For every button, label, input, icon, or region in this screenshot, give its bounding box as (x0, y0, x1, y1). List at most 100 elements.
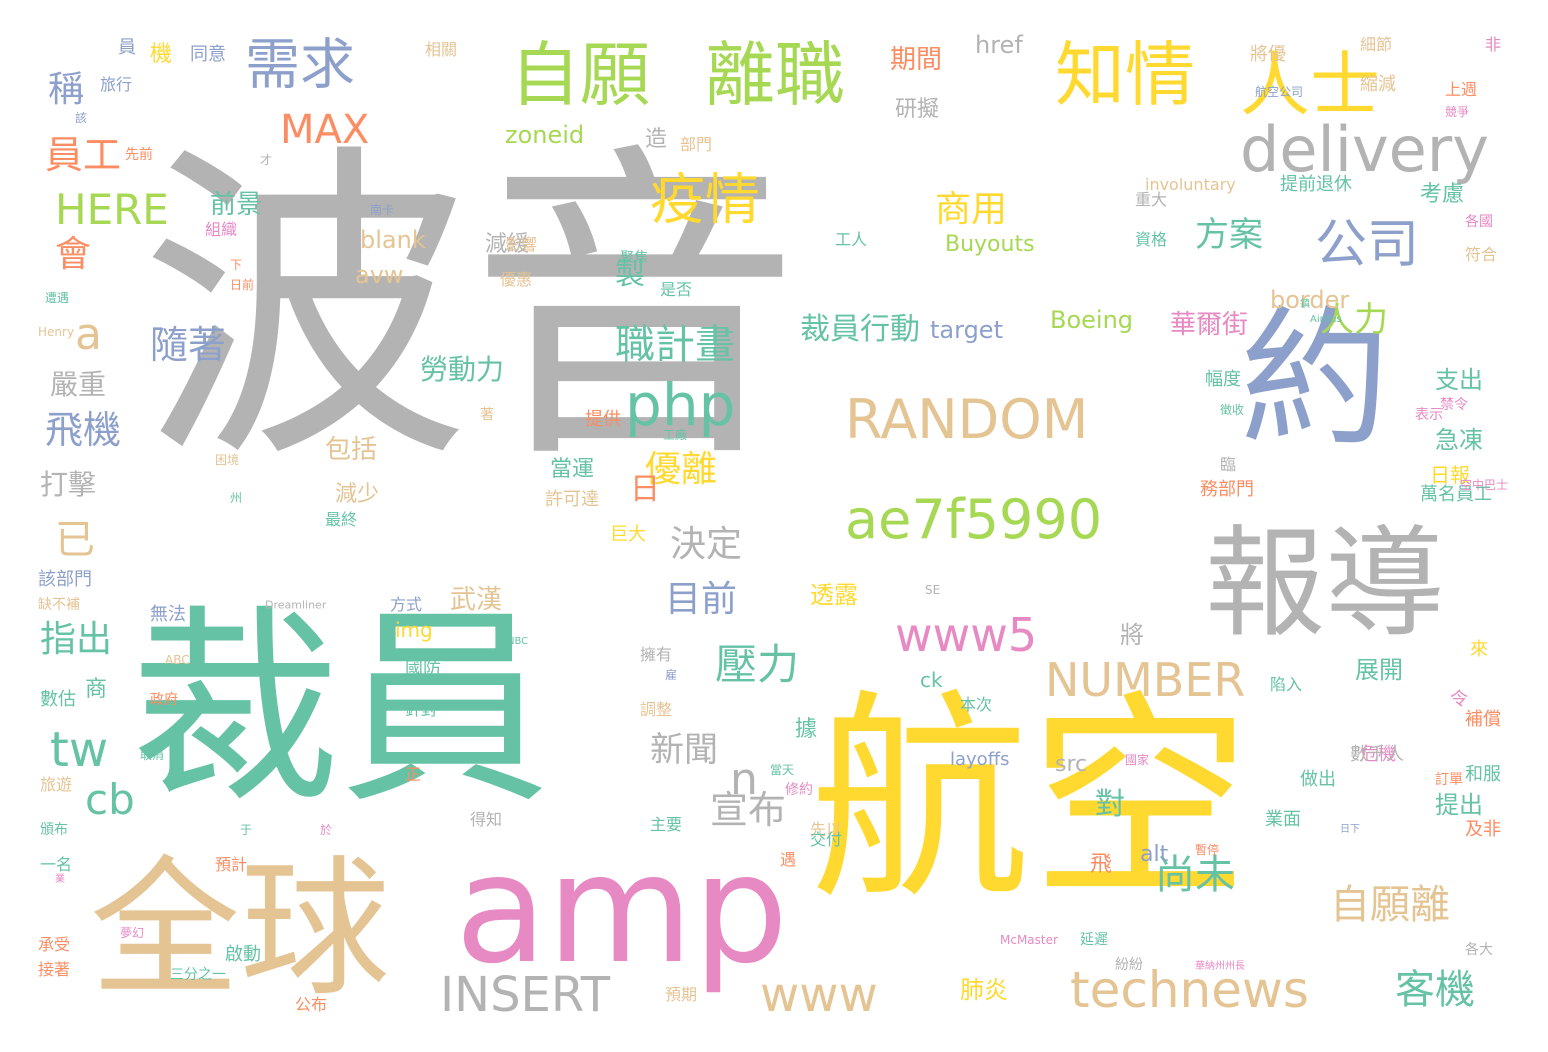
word: 嚴重 (50, 368, 107, 401)
word: 將 (1120, 621, 1144, 649)
word: 令 (1450, 689, 1468, 710)
word: involuntary (1145, 175, 1236, 194)
word: 調整 (640, 700, 673, 719)
word: 日前 (230, 278, 255, 292)
word: 表示 (1415, 407, 1443, 423)
word: 於 (320, 823, 333, 837)
word: 部門 (680, 135, 713, 154)
word: 南卡 (370, 203, 395, 217)
word: 針對 (405, 700, 438, 719)
word: 及非 (1465, 819, 1501, 840)
word: blank (360, 226, 426, 254)
word: 透露 (810, 581, 858, 609)
word: 航空 (810, 672, 1251, 928)
word: 約 (1240, 293, 1391, 467)
word: 日下 (1340, 824, 1360, 835)
word: RANDOM (845, 388, 1089, 451)
word: 考慮 (1420, 182, 1465, 207)
word: 遭遇 (45, 291, 70, 305)
word: 公布 (295, 995, 328, 1014)
word: 人力 (1320, 300, 1388, 340)
word: 知情 (1055, 34, 1195, 116)
word: 稱 (48, 69, 85, 110)
word: 當運 (550, 457, 595, 482)
word: 訂單 (1435, 772, 1463, 788)
word: 勞動力 (420, 353, 505, 386)
word: Dreamliner (265, 598, 327, 612)
word: McMaster (1000, 933, 1058, 947)
word: 業 (55, 874, 65, 885)
word: 國防 (405, 659, 441, 680)
word: 提出 (1435, 791, 1483, 819)
word: 和服 (1465, 764, 1501, 785)
word: 飛 (1090, 852, 1113, 877)
word: 日報 (1430, 463, 1470, 487)
word: 據 (795, 717, 818, 742)
word: 對 (1095, 787, 1125, 822)
word: 三分之一 (170, 967, 226, 983)
word: 影響 (505, 235, 538, 254)
word: technews (1070, 961, 1309, 1019)
word: 製 (615, 257, 645, 292)
word: CNBC (500, 636, 529, 647)
word: 本次 (960, 695, 993, 714)
word: 臨 (1220, 455, 1237, 474)
word: 方式 (390, 595, 423, 614)
word: 壓力 (715, 640, 800, 689)
word: 正 (405, 765, 422, 784)
word: Buyouts (945, 232, 1035, 257)
word: 前景 (210, 190, 263, 220)
word: 鎮 (1300, 299, 1310, 310)
word: 競爭 (1445, 105, 1470, 119)
word: 一名 (40, 855, 73, 874)
word: 才 (260, 153, 273, 167)
word: SE (925, 583, 941, 597)
word: 工人 (835, 230, 868, 249)
word: 造 (645, 127, 668, 152)
word: 夢幻 (120, 926, 145, 940)
word: 已 (55, 517, 95, 563)
word: 研擬 (895, 97, 940, 122)
word: 數千人 (1350, 744, 1404, 765)
word: 空中巴士 (1460, 478, 1509, 492)
word: 裁員行動 (800, 312, 920, 347)
word: 許可達 (545, 489, 599, 510)
word: 交付 (810, 830, 843, 849)
word: 自願離 (1330, 882, 1450, 928)
word: 上週 (1445, 80, 1478, 99)
word: 當天 (770, 763, 795, 777)
word: 機 (150, 42, 173, 67)
word: 將優 (1250, 44, 1286, 65)
word: href (975, 31, 1023, 59)
word: 會 (55, 234, 92, 275)
word: zoneid (505, 121, 585, 149)
word: Airbus (1310, 314, 1342, 325)
word: 巨大 (610, 524, 646, 545)
word: 是否 (660, 280, 693, 299)
word: 政府 (150, 692, 178, 708)
word: 飛機 (45, 408, 122, 452)
word: ae7f5990 (845, 488, 1103, 551)
word: tw (50, 722, 109, 778)
word: Boeing (1050, 306, 1134, 334)
word: 自願 (510, 34, 650, 116)
word: 徵收 (1220, 403, 1245, 417)
word: 組織 (205, 220, 238, 239)
word: 減緩 (485, 232, 530, 257)
word: 務部門 (1200, 479, 1254, 500)
word: 州 (230, 491, 243, 505)
word: 肺炎 (960, 976, 1008, 1004)
word: 宣布 (710, 788, 787, 832)
word: 接著 (38, 960, 71, 979)
word: 該 (75, 111, 88, 125)
word: www5 (895, 608, 1038, 662)
word: INSERT (440, 967, 611, 1023)
word: img (395, 618, 433, 642)
word: 支出 (1435, 366, 1483, 394)
word: n (730, 754, 758, 805)
word: 禁令 (1440, 397, 1468, 413)
word: 困境 (215, 453, 240, 467)
word: 同意 (190, 44, 226, 65)
word: 無法 (150, 604, 186, 625)
word: 離職 (705, 34, 845, 116)
